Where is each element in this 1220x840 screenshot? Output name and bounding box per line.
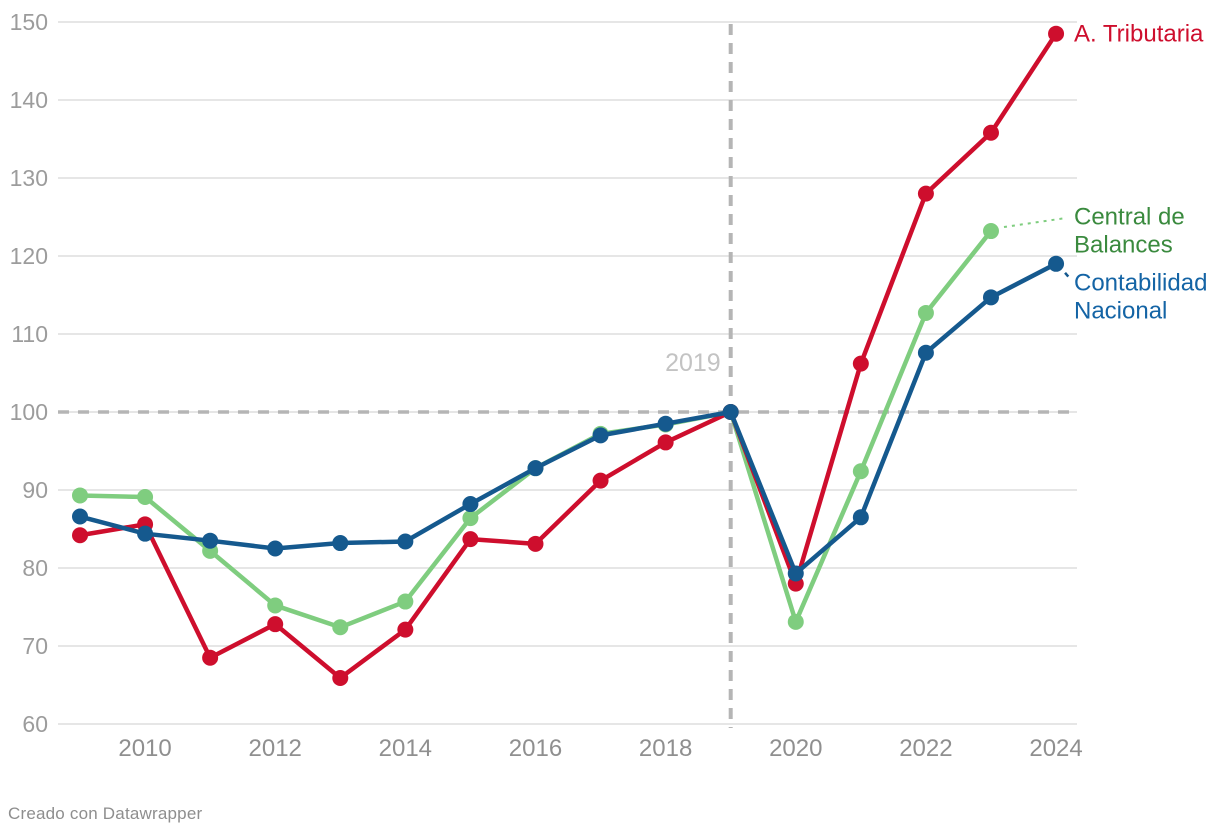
data-point-a-tributaria-2021[interactable]: [852, 355, 869, 372]
data-point-central-de-balances-2014[interactable]: [397, 593, 414, 610]
data-point-central-de-balances-2020[interactable]: [787, 613, 804, 630]
data-point-contabilidad-nacional-2019[interactable]: [722, 404, 739, 420]
data-point-a-tributaria-2022[interactable]: [917, 185, 934, 202]
y-tick-label-150: 150: [10, 9, 48, 35]
data-point-central-de-balances-2022[interactable]: [917, 304, 934, 321]
x-tick-label-2022: 2022: [899, 735, 952, 762]
y-tick-label-100: 100: [10, 399, 48, 425]
data-point-central-de-balances-2015[interactable]: [462, 510, 479, 527]
x-tick-label-2018: 2018: [639, 735, 692, 762]
data-point-a-tributaria-2023[interactable]: [982, 124, 999, 141]
series-label-contabilidad-nacional-line1: Contabilidad: [1074, 270, 1207, 297]
line-chart: 60 70 80 90 100 110 120 130 140 150 2010 2012 2014 20…: [10, 9, 1208, 762]
data-point-contabilidad-nacional-2010[interactable]: [137, 525, 154, 542]
data-point-a-tributaria-2012[interactable]: [267, 616, 284, 633]
data-point-central-de-balances-2021[interactable]: [852, 463, 869, 480]
chart-footer: Creado con Datawrapper: [8, 804, 202, 824]
data-point-contabilidad-nacional-2017[interactable]: [592, 427, 609, 444]
data-point-contabilidad-nacional-2024[interactable]: [1048, 255, 1065, 272]
series-label-contabilidad-nacional-line2: Nacional: [1074, 298, 1167, 325]
series-line-contabilidad-nacional: [77, 261, 1059, 576]
series-label-central-de-balances-line2: Balances: [1074, 232, 1173, 259]
data-point-central-de-balances-2013[interactable]: [332, 619, 349, 636]
x-tick-label-2014: 2014: [379, 735, 432, 762]
data-point-contabilidad-nacional-2013[interactable]: [332, 535, 349, 552]
data-point-a-tributaria-2024[interactable]: [1048, 25, 1065, 42]
data-point-a-tributaria-2011[interactable]: [202, 649, 219, 666]
x-tick-label-2024: 2024: [1029, 735, 1082, 762]
y-tick-label-110: 110: [11, 321, 48, 347]
data-point-contabilidad-nacional-2016[interactable]: [527, 460, 544, 477]
data-point-contabilidad-nacional-2012[interactable]: [267, 540, 284, 557]
data-point-contabilidad-nacional-2009[interactable]: [72, 508, 88, 525]
y-tick-label-140: 140: [10, 87, 48, 113]
y-tick-label-80: 80: [22, 555, 48, 581]
x-tick-label-2010: 2010: [118, 735, 171, 762]
data-point-a-tributaria-2013[interactable]: [332, 669, 349, 686]
y-tick-label-130: 130: [10, 165, 48, 191]
leader-line-contabilidad-nacional: [1064, 271, 1073, 282]
data-point-central-de-balances-2009[interactable]: [72, 487, 88, 504]
data-point-contabilidad-nacional-2014[interactable]: [397, 533, 414, 550]
data-point-central-de-balances-2023[interactable]: [982, 223, 999, 240]
series-label-a-tributaria-line1: A. Tributaria: [1074, 21, 1204, 48]
data-point-contabilidad-nacional-2022[interactable]: [917, 344, 934, 361]
data-point-contabilidad-nacional-2021[interactable]: [852, 509, 869, 526]
y-tick-label-120: 120: [10, 243, 48, 269]
x-tick-label-2012: 2012: [249, 735, 302, 762]
data-point-a-tributaria-2016[interactable]: [527, 535, 544, 552]
data-point-a-tributaria-2009[interactable]: [72, 527, 88, 544]
data-point-central-de-balances-2010[interactable]: [137, 489, 154, 506]
y-tick-label-60: 60: [22, 711, 48, 737]
x-tick-label-2016: 2016: [509, 735, 562, 762]
x-tick-label-2020: 2020: [769, 735, 822, 762]
data-point-central-de-balances-2012[interactable]: [267, 597, 284, 614]
data-point-a-tributaria-2017[interactable]: [592, 472, 609, 489]
y-tick-label-70: 70: [22, 633, 48, 659]
data-point-a-tributaria-2014[interactable]: [397, 621, 414, 638]
y-tick-label-90: 90: [22, 477, 48, 503]
data-point-contabilidad-nacional-2018[interactable]: [657, 415, 674, 432]
series-label-central-de-balances-line1: Central de: [1074, 204, 1185, 231]
data-point-contabilidad-nacional-2023[interactable]: [982, 289, 999, 306]
vline-year-label: 2019: [665, 349, 721, 377]
series-line-a-tributaria: [77, 31, 1059, 681]
data-point-a-tributaria-2018[interactable]: [657, 434, 674, 451]
credit-text[interactable]: Creado con Datawrapper: [8, 804, 203, 823]
leader-line-central-de-balances: [1003, 217, 1067, 229]
data-point-contabilidad-nacional-2020[interactable]: [787, 565, 804, 582]
data-point-contabilidad-nacional-2015[interactable]: [462, 496, 479, 513]
data-point-a-tributaria-2015[interactable]: [462, 531, 479, 548]
data-point-contabilidad-nacional-2011[interactable]: [202, 532, 219, 549]
